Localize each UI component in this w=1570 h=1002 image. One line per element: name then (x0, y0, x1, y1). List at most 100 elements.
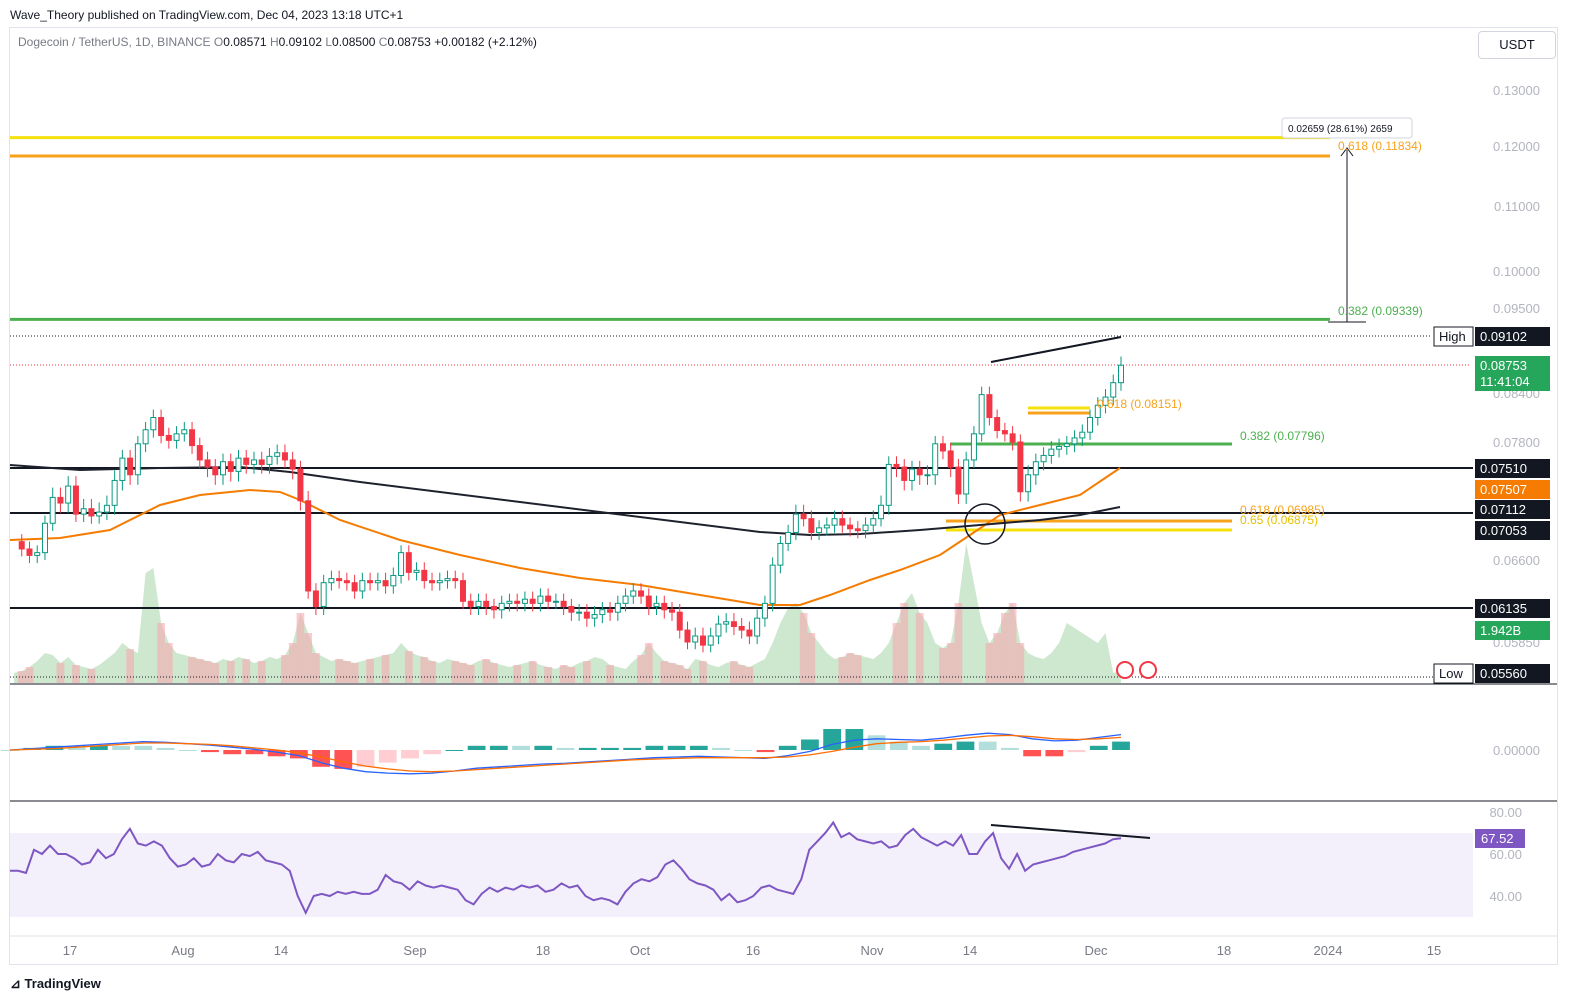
time-axis-label: 14 (963, 943, 977, 958)
candle-body (343, 580, 350, 584)
time-axis-label: Nov (860, 943, 884, 958)
time-axis-label: 14 (274, 943, 288, 958)
volume-bar-down (451, 661, 460, 683)
candle-body (103, 504, 110, 513)
symbol-title[interactable]: Dogecoin / TetherUS, 1D, BINANCE (18, 35, 211, 49)
candle-body (823, 524, 830, 529)
volume-bar-down (164, 643, 173, 683)
candle-body (1048, 448, 1055, 456)
volume-bar-down (203, 661, 212, 683)
price-tag-value: 0.07112 (1480, 502, 1526, 517)
price-tag-value: 0.05560 (1480, 666, 1527, 681)
candle-body (924, 474, 931, 477)
price-axis-label: 0.10000 (1493, 264, 1540, 279)
macd-histogram-bar (312, 750, 330, 767)
macd-histogram-bar (1067, 750, 1086, 753)
open-value: 0.08571 (223, 35, 267, 49)
volume-bar-down (459, 663, 467, 683)
candle-body (955, 466, 962, 495)
macd-histogram-bar (423, 750, 442, 755)
macd-axis-label: 0.00000 (1493, 743, 1540, 758)
candle-body (816, 527, 823, 533)
candle-body (591, 614, 598, 619)
macd-histogram-bar (601, 747, 619, 750)
price-axis-label: 0.12000 (1493, 139, 1540, 154)
price-axis-label: 0.13000 (1493, 83, 1540, 98)
price-axis-label: 0.11000 (1494, 199, 1540, 214)
time-axis-label: 16 (746, 943, 760, 958)
price-tag-box (1475, 621, 1550, 640)
candle-body (769, 564, 776, 604)
macd-histogram-bar (689, 745, 708, 750)
macd-histogram-bar (334, 750, 353, 769)
candle-body (483, 600, 490, 607)
tradingview-logo[interactable]: ⊿ TradingView (10, 976, 101, 992)
macd-histogram-bar (845, 729, 864, 750)
publisher-line: Wave_Theory published on TradingView.com… (10, 8, 404, 22)
candle-body (847, 524, 854, 530)
candle-body (80, 508, 87, 515)
volume-bar-down (195, 659, 204, 683)
currency-button[interactable]: USDT (1478, 31, 1556, 59)
candle-body (405, 552, 412, 573)
volume-bar-down (699, 661, 707, 683)
candle-body (583, 611, 590, 619)
candle-body (529, 598, 536, 604)
macd-histogram-bar (645, 745, 664, 750)
candle-body (204, 459, 211, 468)
rsi-line (10, 820, 1122, 916)
volume-bar-down (420, 657, 429, 683)
candle-body (552, 600, 559, 603)
macd-histogram-bar (978, 741, 997, 750)
candle-body (1040, 454, 1047, 463)
macd-histogram-bar (489, 745, 508, 750)
candle-body (1071, 437, 1078, 445)
candle-body (274, 452, 281, 457)
candle-body (545, 595, 552, 602)
macd-histogram-bar (867, 735, 886, 750)
signal-line (9, 734, 1122, 773)
candle-body (537, 595, 544, 604)
candle-body (599, 609, 606, 616)
candle-body (614, 602, 621, 613)
macd-histogram-bar (578, 747, 597, 750)
candle-body (963, 459, 970, 495)
candle-body (839, 518, 846, 526)
candle-body (220, 461, 227, 476)
volume-bar-down (675, 665, 684, 683)
price-tag-box (1475, 521, 1550, 540)
candle-body (382, 580, 389, 587)
macd-histogram-bar (378, 750, 397, 763)
candle-body (901, 466, 908, 481)
candle-body (576, 611, 583, 614)
macd-histogram-bar (356, 750, 375, 767)
event-flag-icon (1139, 661, 1157, 679)
time-axis-label: Oct (630, 943, 651, 958)
candle-body (862, 524, 869, 532)
macd-histogram-bar (401, 750, 419, 759)
time-axis-label: 18 (536, 943, 550, 958)
price-tag-value: 0.07510 (1480, 461, 1527, 476)
volume-bar-down (915, 613, 924, 683)
candle-body (305, 500, 312, 592)
candle-body (808, 518, 815, 533)
candle-body (142, 429, 149, 445)
candle-body (738, 625, 745, 631)
time-axis-label: 17 (63, 943, 77, 958)
candle-body (1118, 364, 1124, 384)
candle-body (1063, 443, 1070, 447)
candle-body (320, 582, 327, 607)
volume-bar-down (1016, 643, 1025, 683)
candle-body (196, 445, 203, 461)
candle-body (746, 629, 753, 637)
candle-body (367, 580, 374, 584)
price-tag-value: 1.942B (1480, 623, 1521, 638)
volume-bar-down (838, 657, 847, 683)
macd-histogram-bar (289, 750, 308, 759)
measure-label: 0.02659 (28.61%) 2659 (1288, 124, 1393, 135)
low-value: 0.08500 (332, 35, 376, 49)
volume-bar-down (1008, 603, 1017, 683)
volume-bar-down (188, 657, 196, 683)
candle-body (661, 602, 668, 611)
